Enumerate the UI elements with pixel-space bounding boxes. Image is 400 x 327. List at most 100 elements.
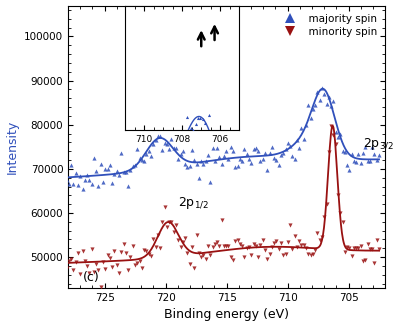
Point [68, 256, 74, 262]
Point [282, 251, 289, 256]
Point [157, 133, 163, 138]
Point [182, 161, 188, 166]
Point [353, 246, 360, 251]
Point [228, 145, 234, 150]
Point [177, 245, 184, 250]
Point [300, 242, 307, 248]
Point [271, 240, 277, 246]
Point [335, 192, 341, 197]
Point [339, 219, 346, 225]
Point [337, 131, 344, 137]
Point [232, 164, 238, 170]
Point [280, 150, 286, 155]
Point [114, 169, 120, 174]
Point [364, 242, 371, 247]
Point [276, 163, 282, 168]
Point [253, 243, 259, 249]
Point [250, 146, 257, 151]
Point [186, 163, 193, 168]
Point [123, 250, 129, 256]
Point [218, 217, 225, 223]
Point [191, 265, 198, 270]
Point [102, 166, 108, 171]
Point [353, 159, 360, 164]
Point [102, 266, 108, 271]
Point [273, 157, 280, 163]
Point [182, 235, 188, 240]
Legend:   majority spin,   minority spin: majority spin, minority spin [276, 11, 380, 40]
Point [63, 265, 70, 270]
Point [344, 244, 350, 249]
Point [308, 115, 314, 120]
Point [148, 154, 154, 159]
Point [175, 238, 182, 243]
Point [351, 159, 357, 164]
Point [109, 264, 115, 269]
Point [255, 148, 261, 154]
Point [75, 182, 81, 188]
Point [367, 159, 373, 164]
Point [200, 252, 207, 257]
Point [148, 253, 154, 259]
Point [257, 159, 264, 164]
Point [332, 142, 339, 147]
Point [364, 159, 371, 164]
Point [150, 236, 156, 242]
Point [118, 250, 124, 255]
Point [107, 163, 113, 168]
Point [154, 134, 161, 139]
Point [91, 269, 97, 274]
Point [88, 246, 95, 251]
Point [262, 150, 268, 156]
Point [376, 153, 382, 158]
Point [66, 259, 72, 264]
Point [223, 148, 230, 153]
Point [132, 262, 138, 267]
Point [193, 162, 200, 167]
Point [143, 152, 150, 157]
Point [120, 241, 127, 246]
Point [314, 230, 321, 235]
Point [132, 162, 138, 167]
Point [86, 178, 92, 183]
Point [127, 167, 134, 173]
Point [95, 267, 102, 272]
Point [344, 163, 350, 168]
Point [339, 148, 346, 153]
Point [79, 186, 86, 191]
Point [369, 145, 375, 150]
Point [287, 144, 293, 149]
Point [168, 219, 175, 224]
Point [100, 180, 106, 185]
Point [184, 165, 191, 170]
Point [371, 261, 378, 266]
Point [244, 151, 250, 157]
Point [216, 244, 222, 249]
Point [319, 234, 325, 239]
Point [152, 244, 159, 250]
Point [170, 146, 177, 151]
Text: (c): (c) [83, 271, 100, 284]
Point [159, 147, 166, 152]
Point [358, 244, 364, 249]
Point [296, 238, 302, 243]
Point [246, 156, 252, 162]
Point [230, 258, 236, 263]
Point [125, 268, 131, 273]
Point [214, 240, 220, 245]
Point [323, 101, 330, 106]
Point [257, 243, 264, 248]
Point [207, 252, 214, 257]
Point [358, 160, 364, 165]
Point [157, 245, 163, 250]
Point [237, 242, 243, 247]
Point [362, 144, 368, 149]
Point [77, 173, 84, 179]
Point [276, 246, 282, 251]
Point [266, 251, 273, 256]
Point [369, 247, 375, 252]
Point [134, 261, 140, 266]
Point [305, 252, 312, 257]
Point [300, 136, 307, 141]
Point [180, 149, 186, 154]
